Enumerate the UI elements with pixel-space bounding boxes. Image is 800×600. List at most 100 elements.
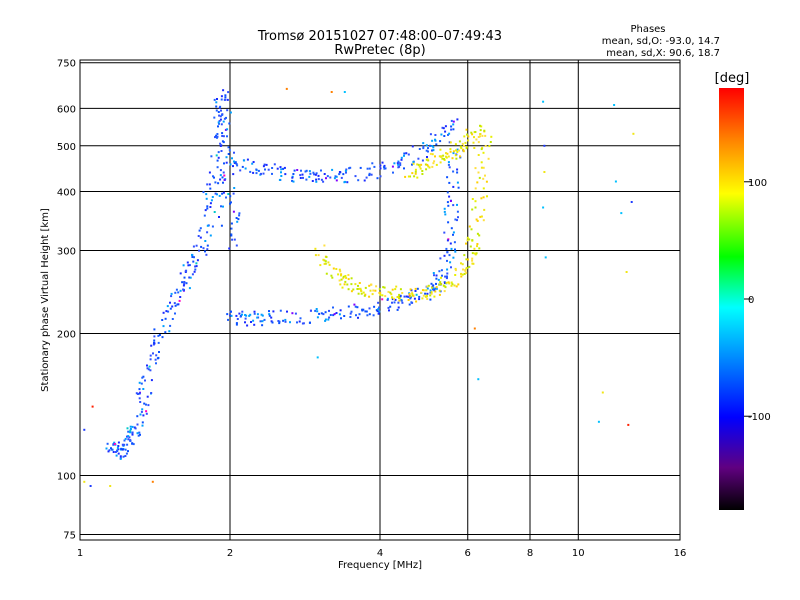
data-point: [241, 313, 243, 316]
data-point: [375, 285, 378, 288]
data-point: [219, 105, 222, 108]
data-point: [230, 227, 233, 230]
data-point: [138, 397, 141, 400]
data-point: [466, 236, 469, 239]
data-point: [441, 126, 444, 129]
data-point: [313, 173, 316, 176]
y-tick-label: 200: [57, 330, 76, 341]
data-point: [91, 405, 94, 408]
data-point: [248, 314, 251, 317]
data-point: [125, 452, 128, 455]
data-point: [153, 339, 156, 342]
data-point: [411, 172, 414, 175]
data-point: [452, 233, 454, 236]
data-point: [368, 284, 371, 287]
data-point: [443, 207, 446, 210]
data-point: [431, 286, 434, 289]
data-point: [151, 480, 154, 483]
y-ticks: 75 100 200 300 400 500 600 750: [57, 59, 76, 542]
data-point: [368, 307, 371, 310]
data-point: [421, 173, 424, 175]
data-point: [414, 170, 417, 173]
data-point: [449, 150, 452, 153]
data-point: [370, 283, 373, 286]
data-point: [324, 260, 327, 263]
data-point: [465, 146, 468, 149]
data-point: [244, 167, 247, 170]
data-point: [232, 210, 235, 213]
data-point: [300, 169, 302, 172]
data-point: [230, 314, 233, 317]
data-point: [389, 291, 392, 294]
data-point: [350, 283, 353, 286]
data-point: [338, 171, 341, 173]
data-point: [142, 414, 145, 417]
data-point: [398, 296, 401, 299]
data-point: [396, 296, 399, 298]
data-point: [345, 171, 347, 174]
data-point: [316, 310, 319, 313]
data-point: [244, 317, 247, 320]
data-point: [230, 201, 232, 204]
data-point: [435, 163, 438, 166]
data-point: [286, 310, 288, 313]
data-point: [387, 306, 390, 309]
data-point: [185, 282, 188, 285]
data-point: [439, 257, 442, 260]
data-point: [452, 123, 455, 126]
data-point: [422, 145, 425, 148]
data-point: [376, 177, 379, 180]
data-point: [421, 170, 424, 172]
data-point: [477, 171, 480, 174]
data-point: [146, 364, 148, 367]
data-point: [195, 262, 198, 265]
data-point: [332, 306, 334, 309]
data-point: [450, 247, 453, 250]
data-point: [183, 283, 186, 286]
data-point: [216, 136, 218, 139]
data-point: [338, 279, 341, 282]
data-point: [465, 258, 468, 261]
data-point: [323, 262, 326, 265]
data-point: [139, 401, 142, 403]
data-point: [382, 286, 385, 289]
data-point: [213, 116, 216, 119]
data-point: [364, 286, 367, 289]
data-point: [449, 261, 452, 264]
data-point: [440, 155, 442, 158]
data-point: [233, 238, 236, 241]
data-point: [477, 378, 480, 381]
data-point: [225, 116, 227, 119]
data-point: [226, 313, 229, 316]
data-point: [370, 173, 373, 176]
data-point: [208, 183, 211, 186]
data-point: [473, 327, 476, 330]
data-point: [168, 330, 171, 333]
grid: [80, 60, 680, 540]
data-point: [480, 215, 483, 218]
data-point: [479, 135, 481, 138]
data-point: [236, 164, 239, 167]
data-point: [447, 161, 450, 164]
data-point: [192, 260, 195, 263]
data-point: [220, 150, 223, 152]
data-point: [222, 205, 224, 208]
data-point: [412, 161, 415, 163]
data-point: [418, 165, 421, 168]
data-point: [379, 164, 382, 167]
data-point: [230, 233, 233, 236]
data-point: [359, 287, 362, 290]
data-point: [453, 241, 456, 244]
data-point: [161, 336, 164, 339]
data-point: [206, 183, 209, 186]
stats-line-x: mean, sd,X: 90.6, 18.7: [606, 48, 720, 59]
data-point: [381, 298, 384, 301]
data-point: [150, 392, 153, 394]
data-point: [411, 145, 414, 148]
data-point: [398, 293, 401, 296]
data-point: [342, 173, 345, 176]
data-point: [350, 290, 353, 293]
data-point: [413, 297, 416, 300]
y-tick-label: 400: [57, 188, 76, 199]
data-point: [191, 256, 194, 258]
